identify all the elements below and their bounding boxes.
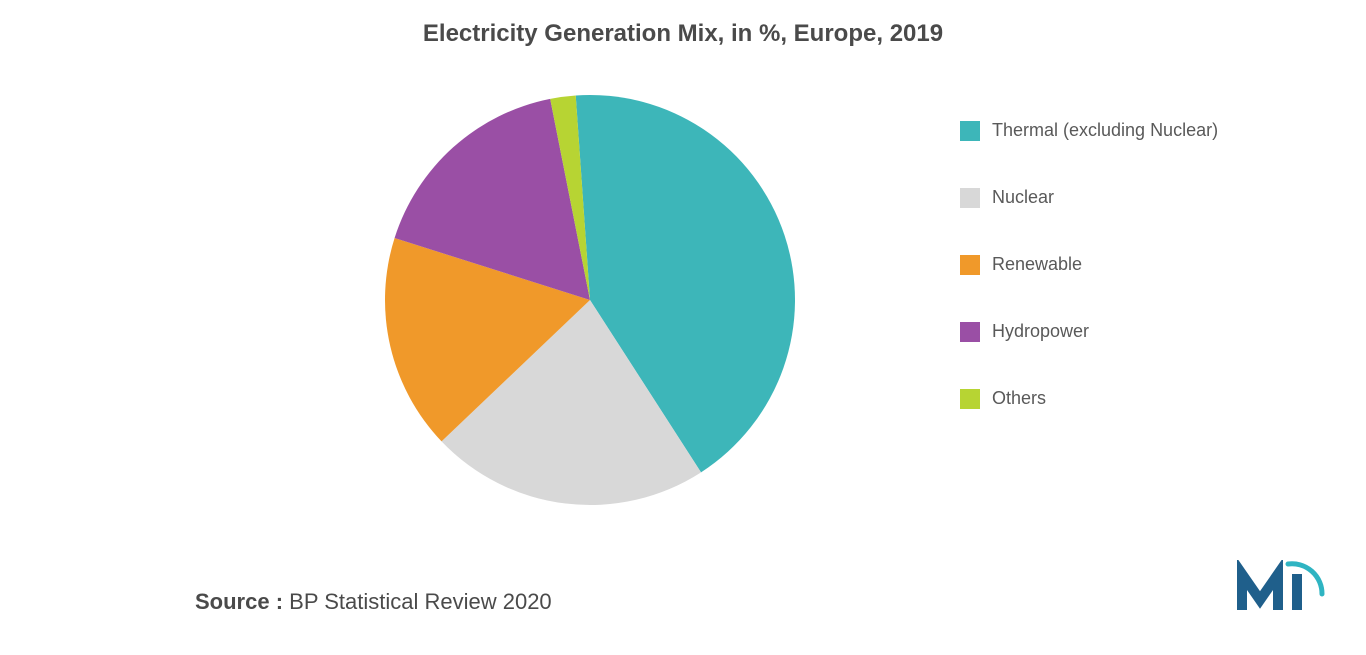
chart-title: Electricity Generation Mix, in %, Europe…: [0, 20, 1366, 48]
legend-swatch: [960, 255, 980, 275]
legend-label: Renewable: [992, 254, 1082, 275]
legend-item: Hydropower: [960, 321, 1218, 342]
legend-label: Thermal (excluding Nuclear): [992, 120, 1218, 141]
legend-item: Thermal (excluding Nuclear): [960, 120, 1218, 141]
legend-swatch: [960, 389, 980, 409]
source-text: BP Statistical Review 2020: [289, 589, 552, 614]
legend-label: Others: [992, 388, 1046, 409]
legend-item: Renewable: [960, 254, 1218, 275]
legend-swatch: [960, 322, 980, 342]
legend-item: Nuclear: [960, 187, 1218, 208]
legend-label: Hydropower: [992, 321, 1089, 342]
brand-logo: [1236, 560, 1326, 625]
legend: Thermal (excluding Nuclear) Nuclear Renewa…: [960, 120, 1218, 409]
source-line: Source : BP Statistical Review 2020: [195, 589, 552, 615]
legend-swatch: [960, 188, 980, 208]
legend-item: Others: [960, 388, 1218, 409]
source-label: Source :: [195, 589, 283, 614]
legend-swatch: [960, 121, 980, 141]
legend-label: Nuclear: [992, 187, 1054, 208]
pie-chart: [380, 90, 800, 510]
